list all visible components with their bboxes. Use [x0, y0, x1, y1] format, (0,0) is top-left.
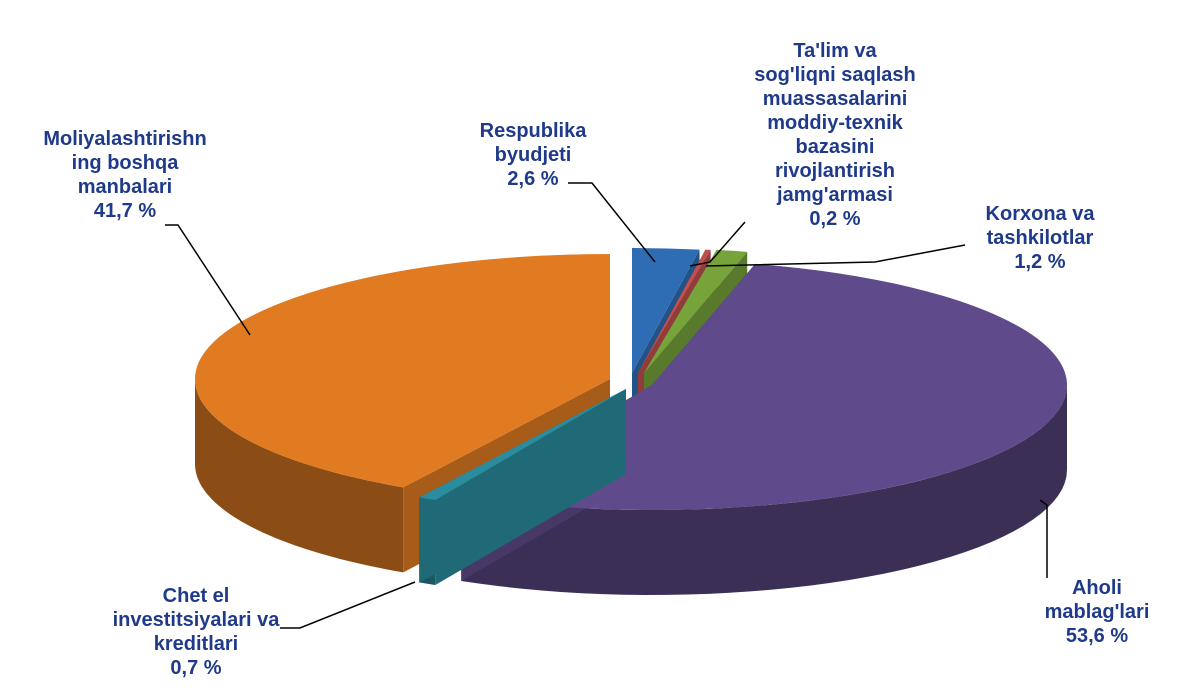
leader-line [689, 221, 746, 267]
category-name: Moliyalashtirishn ing boshqa manbalari [43, 128, 207, 198]
slice-label: Korxona va tashkilotlar 1,2 % [986, 202, 1095, 274]
slice-side [461, 385, 1067, 595]
category-name: Ta'lim va sog'liqni saqlash muassasalari… [754, 40, 916, 206]
category-name: Korxona va tashkilotlar [985, 203, 1095, 249]
value-label: 0,7 % [170, 657, 222, 679]
leader-line [280, 581, 416, 629]
value-label: 1,2 % [1014, 251, 1066, 273]
slice [638, 249, 711, 373]
value-label: 53,6 % [1065, 625, 1129, 647]
value-label: 41,7 % [93, 200, 157, 222]
value-label: 0,2 % [809, 208, 861, 230]
category-name: Aholi mablag'lari [1044, 577, 1150, 623]
slice [632, 248, 700, 373]
slice-label: Aholi mablag'lari 53,6 % [1045, 576, 1150, 648]
slice [644, 249, 748, 373]
slice-label: Ta'lim va sog'liqni saqlash muassasalari… [754, 39, 915, 231]
slice [194, 254, 610, 488]
category-name: Chet el investitsiyalari va kreditlari [112, 585, 280, 655]
slice-side [195, 379, 404, 573]
category-name: Respublika byudjeti [479, 120, 587, 166]
slice-label: Moliyalashtirishn ing boshqa manbalari 41… [43, 127, 206, 223]
leader-line [705, 244, 966, 267]
leader-line [165, 224, 251, 336]
value-label: 2,6 % [507, 168, 559, 190]
slice [419, 389, 626, 501]
slice-label: Chet el investitsiyalari va kreditlari 0,… [113, 584, 280, 680]
leader-line [1039, 499, 1048, 578]
slice-label: Respublika byudjeti 2,6 % [480, 119, 587, 191]
slice-cut [419, 389, 626, 583]
leader-line [568, 182, 656, 263]
